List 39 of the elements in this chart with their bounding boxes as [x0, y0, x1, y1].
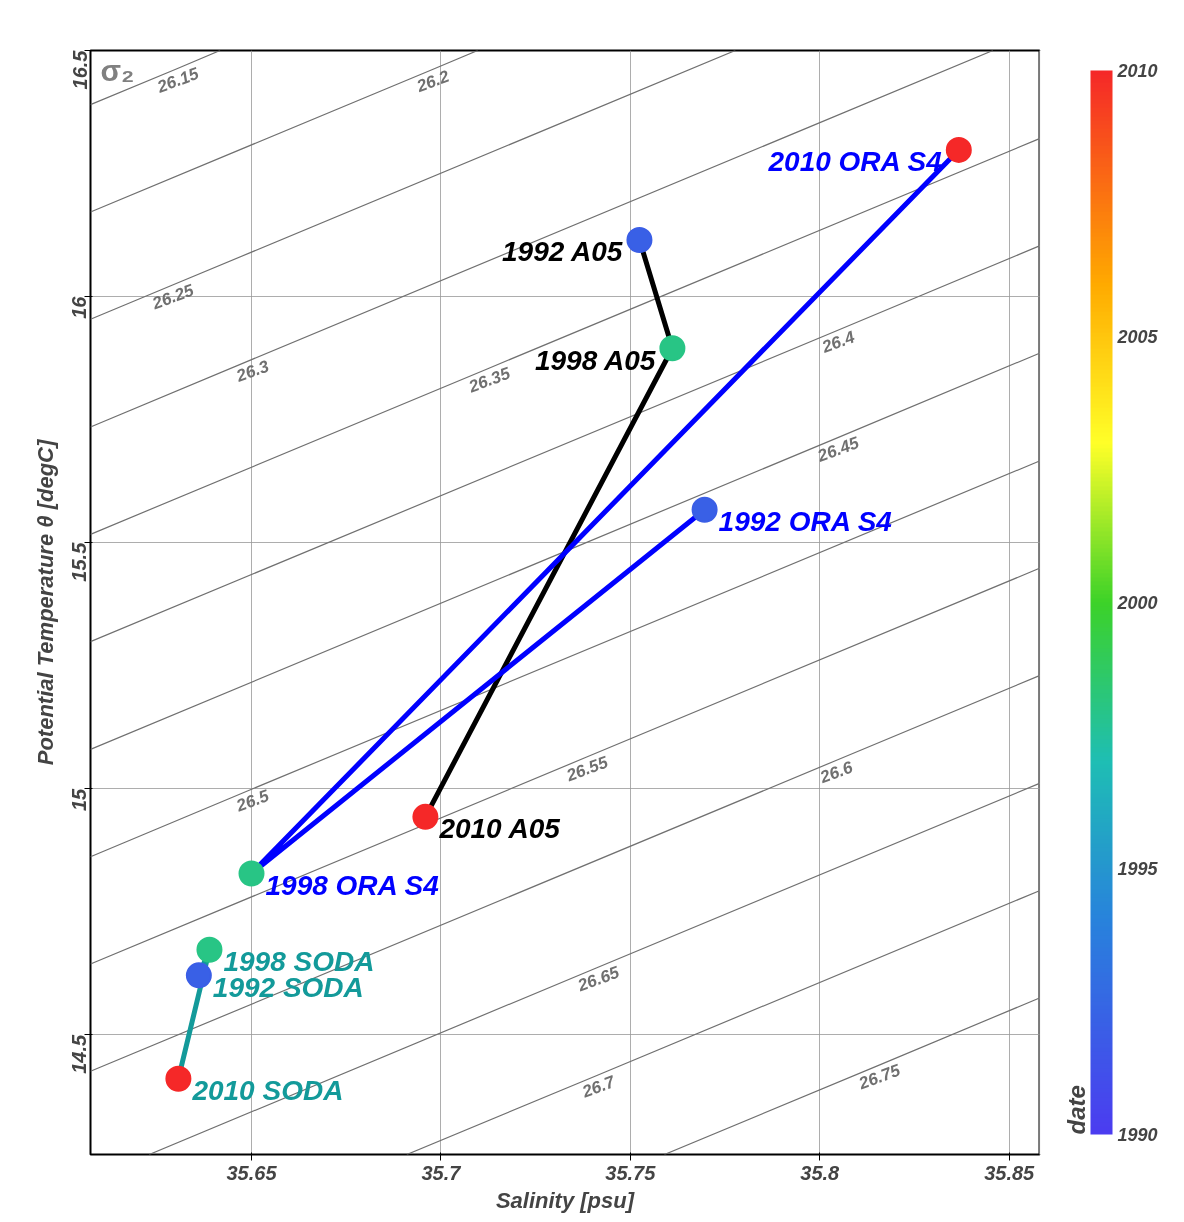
x-tick-label: 35.8: [800, 1161, 841, 1184]
x-tick-label: 35.7: [421, 1161, 462, 1184]
color-bar-title: date: [1062, 1085, 1090, 1135]
text: 26.45: [814, 432, 863, 467]
text: 26.55: [562, 752, 611, 786]
y-tick-label: 16.5: [68, 49, 91, 90]
x-axis-title: Salinity [psu]: [495, 1187, 635, 1213]
annotation: σ₂: [100, 53, 135, 87]
text: 26.4: [818, 327, 858, 358]
annotation: 2010 A05: [438, 813, 561, 845]
text: 26.3: [232, 356, 272, 387]
color-bar-label: 2010: [1116, 61, 1158, 81]
annotation: 1998 A05: [534, 344, 656, 376]
y-tick-label: 16: [68, 295, 91, 319]
text: 26.35: [465, 363, 514, 397]
annotation: 1998 ORA S4: [265, 869, 440, 901]
y-axis-title: Potential Temperature θ [degC]: [32, 439, 58, 766]
text: 26.7: [578, 1071, 619, 1102]
color-bar-label: 2000: [1116, 593, 1158, 613]
color-bar-label: 1990: [1117, 1125, 1158, 1145]
x-tick-label: 35.65: [226, 1161, 278, 1184]
color-bar-label: 1995: [1117, 859, 1159, 879]
y-tick-label: 15.5: [68, 541, 91, 582]
text: 26.2: [413, 66, 453, 97]
annotation: 1992 ORA S4: [718, 506, 893, 538]
text: 26.65: [574, 962, 623, 996]
x-tick-label: 35.75: [605, 1161, 657, 1184]
x-tick-label: 35.85: [984, 1161, 1036, 1184]
annotation: 1992 SODA: [212, 971, 364, 1003]
text: 26.5: [232, 786, 272, 816]
y-tick-label: 15: [68, 787, 91, 812]
text: 26.75: [855, 1060, 904, 1094]
y-tick-label: 14.5: [68, 1034, 91, 1074]
text: 26.15: [153, 63, 202, 97]
text: 26.25: [148, 280, 197, 314]
color-bar-label: 2005: [1116, 327, 1159, 347]
annotation: 2010 ORA S4: [767, 146, 943, 178]
annotation: 1992 A05: [502, 236, 623, 268]
text: 26.6: [816, 757, 856, 788]
